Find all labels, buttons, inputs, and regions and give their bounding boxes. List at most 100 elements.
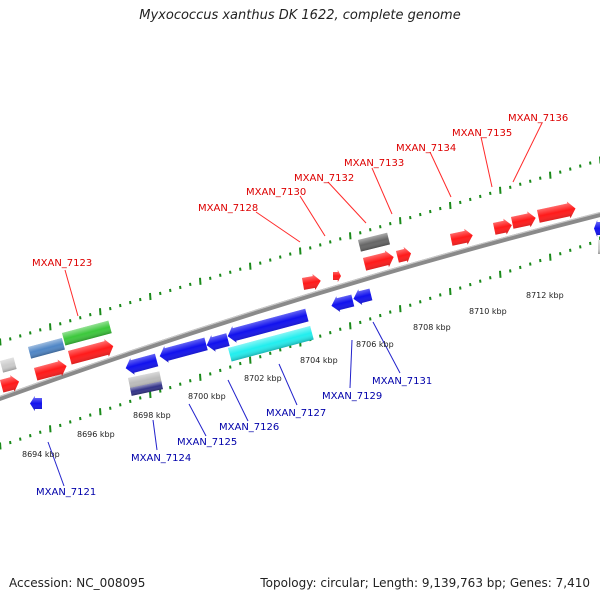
leader-line [64, 269, 79, 317]
tick-mark [329, 240, 332, 244]
tick-mark [49, 425, 52, 433]
genome-backbone [0, 211, 600, 402]
leader-line [429, 151, 452, 198]
tick-mark [429, 296, 432, 301]
tick-mark [119, 303, 122, 308]
tick-mark [349, 322, 352, 330]
scale-label: 8696 kbp [77, 430, 115, 439]
scale-label: 8706 kbp [356, 340, 394, 349]
leader-line [299, 195, 326, 237]
tick-mark [189, 379, 192, 383]
tick-mark [119, 403, 122, 407]
tick-mark [169, 385, 172, 390]
upper-tick-track [0, 156, 600, 346]
forward-gene-label: MXAN_7134 [396, 143, 456, 154]
tick-mark [569, 167, 572, 171]
forward-gene-label: MXAN_7132 [294, 173, 354, 184]
tick-mark [559, 170, 562, 174]
tick-mark [19, 437, 22, 441]
tick-mark [389, 222, 392, 226]
tick-mark [419, 212, 422, 217]
tick-mark [229, 270, 232, 274]
tick-tracks [0, 156, 600, 450]
tick-mark [149, 390, 152, 399]
tick-mark [559, 252, 562, 256]
tick-mark [469, 282, 472, 287]
tick-mark [109, 406, 112, 410]
tick-mark [509, 185, 512, 189]
tick-mark [199, 373, 202, 381]
reverse-gene-label: MXAN_7125 [177, 437, 237, 448]
tick-mark [99, 408, 102, 416]
reverse-gene-label: MXAN_7127 [266, 408, 326, 419]
tick-mark [319, 243, 322, 247]
tick-mark [359, 231, 362, 235]
tick-mark [579, 164, 582, 168]
tick-mark [389, 310, 392, 314]
tick-mark [359, 320, 362, 325]
gene-darkgray [358, 232, 391, 252]
leader-line [278, 363, 298, 406]
tick-mark [579, 245, 582, 249]
tick-mark [99, 308, 102, 316]
leader-line [371, 167, 393, 215]
tick-mark [0, 442, 2, 450]
tick-mark [589, 161, 592, 165]
tick-mark [169, 288, 172, 293]
leader-line [47, 441, 65, 487]
scale-labels: 8694 kbp 8696 kbp 8698 kbp 8700 kbp 8702 kbp… [22, 291, 564, 459]
tick-mark [69, 319, 72, 323]
scale-label: 8708 kbp [413, 323, 451, 332]
tick-mark [339, 327, 342, 331]
scale-label: 8698 kbp [133, 411, 171, 420]
tick-mark [189, 282, 192, 287]
gene-forward [450, 228, 473, 246]
gene-reverse [206, 333, 230, 352]
label-leaders [47, 122, 543, 487]
leader-line [227, 379, 249, 422]
gene-forward [34, 359, 67, 381]
tick-mark [519, 182, 522, 186]
gene-forward [0, 375, 20, 393]
topology-label: Topology: circular; Length: 9,139,763 bp… [260, 576, 590, 590]
gene-forward [537, 201, 576, 223]
tick-mark [269, 258, 272, 262]
tick-mark [459, 200, 462, 205]
forward-gene-label: MXAN_7135 [452, 128, 512, 139]
tick-mark [29, 434, 32, 438]
gene-reverse [125, 353, 159, 375]
gene-gray [128, 371, 162, 390]
tick-mark [159, 389, 162, 393]
tick-mark [249, 262, 252, 270]
tick-mark [249, 356, 252, 364]
tick-mark [569, 248, 572, 252]
tick-mark [379, 225, 382, 229]
reverse-gene-label: MXAN_7124 [131, 453, 191, 464]
gene-reverse [594, 220, 600, 237]
genome-backbone-highlight [0, 211, 600, 398]
tick-mark [219, 273, 222, 277]
tick-mark [89, 313, 92, 317]
tick-mark [399, 217, 402, 225]
scale-label: 8710 kbp [469, 307, 507, 316]
scale-label: 8700 kbp [188, 392, 226, 401]
gene-reverse [353, 288, 373, 305]
tick-mark [299, 247, 302, 255]
tick-mark [19, 334, 22, 338]
tick-mark [369, 317, 372, 321]
leader-line [327, 181, 367, 224]
tick-mark [239, 267, 242, 271]
tick-mark [259, 261, 262, 265]
tick-mark [139, 396, 142, 400]
tick-mark [309, 246, 312, 250]
tick-mark [589, 241, 592, 246]
tick-mark [69, 420, 72, 424]
tick-mark [499, 270, 502, 278]
reverse-gene-label: MXAN_7131 [372, 376, 432, 387]
tick-mark [409, 215, 412, 220]
tick-mark [409, 303, 412, 307]
gene-cyan [228, 326, 314, 362]
gene-green [62, 320, 112, 346]
tick-mark [489, 276, 492, 280]
